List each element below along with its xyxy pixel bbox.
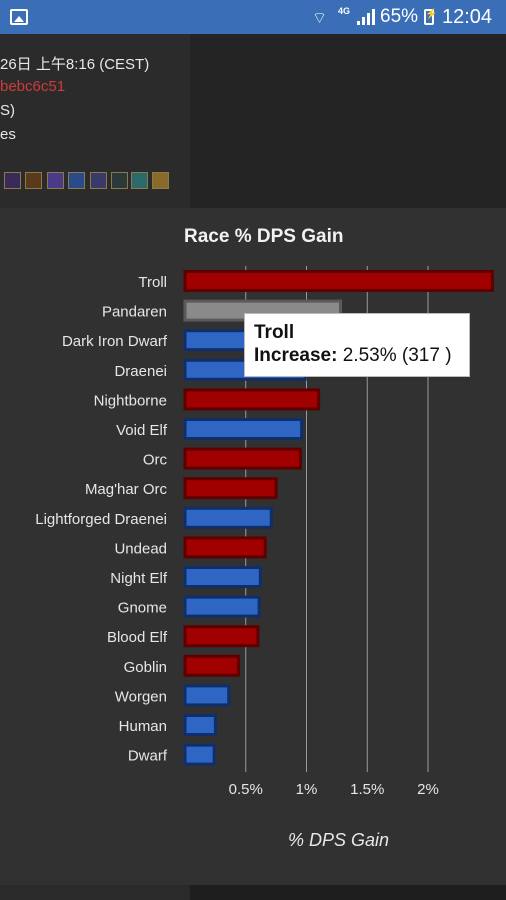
bar — [183, 270, 494, 292]
bar — [183, 447, 302, 470]
status-bar: ⌔ 4G 65% 12:04 — [0, 0, 506, 34]
category-label: Night Elf — [110, 570, 168, 587]
bar — [183, 625, 260, 648]
empty-panel — [190, 34, 506, 208]
category-label: Undead — [114, 540, 167, 557]
category-label: Troll — [138, 274, 167, 291]
category-label: Orc — [143, 452, 168, 469]
talent-icon[interactable] — [4, 172, 21, 189]
talent-icon[interactable] — [131, 172, 148, 189]
tooltip: Troll Increase: 2.53% (317 ) — [244, 313, 470, 377]
bottom-strip-dark — [190, 885, 506, 900]
chart-title: Race % DPS Gain — [184, 226, 344, 247]
category-label: Void Elf — [116, 422, 168, 439]
details-panel: 26日 上午8:16 (CEST) bebc6c51 S) es — [0, 34, 190, 208]
category-label: Pandaren — [102, 304, 167, 321]
bar — [183, 477, 278, 500]
bar — [183, 506, 273, 529]
talent-icon[interactable] — [111, 172, 128, 189]
hash-link[interactable]: bebc6c51 — [0, 78, 66, 95]
signal-icon — [357, 9, 375, 25]
tick-label: 0.5% — [229, 781, 263, 798]
tick-label: 1% — [296, 781, 318, 798]
bar — [183, 714, 217, 736]
talent-icon[interactable] — [47, 172, 64, 189]
category-label: Goblin — [124, 659, 167, 676]
category-label: Worgen — [115, 688, 167, 705]
talent-icon[interactable] — [90, 172, 107, 189]
timestamp: 26日 上午8:16 (CEST) — [0, 56, 150, 73]
talent-icon[interactable] — [152, 172, 169, 189]
bar — [183, 536, 267, 559]
bar — [183, 388, 321, 411]
tick-label: 2% — [417, 781, 439, 798]
tooltip-value: 2.53% (317 ) — [342, 345, 452, 366]
category-label: Lightforged Draenei — [35, 511, 167, 528]
category-label: Dark Iron Dwarf — [62, 333, 168, 350]
category-label: Human — [119, 718, 167, 735]
tick-label: 1.5% — [350, 781, 384, 798]
talent-icon[interactable] — [68, 172, 85, 189]
x-axis-title: % DPS Gain — [288, 830, 390, 850]
clock: 12:04 — [442, 6, 493, 28]
bar — [183, 418, 304, 440]
details-line: es — [0, 126, 16, 143]
category-label: Nightborne — [94, 392, 167, 409]
wifi-icon: ⌔ — [312, 10, 328, 27]
talent-icon[interactable] — [25, 172, 42, 189]
bar — [183, 654, 240, 677]
gallery-icon — [10, 9, 28, 25]
category-label: Draenei — [114, 363, 167, 380]
bar — [183, 566, 262, 588]
bar — [183, 684, 231, 707]
category-label: Blood Elf — [107, 629, 168, 646]
tooltip-label: Increase: — [254, 345, 338, 366]
details-line: S) — [0, 102, 15, 119]
bar — [183, 595, 261, 618]
category-label: Mag'har Orc — [85, 481, 168, 498]
tooltip-title: Troll — [254, 322, 295, 343]
network-type: 4G — [338, 6, 351, 16]
battery-percent: 65% — [380, 6, 419, 27]
battery-icon — [424, 9, 437, 25]
category-label: Dwarf — [128, 748, 168, 765]
category-label: Gnome — [118, 600, 167, 617]
bar — [183, 743, 216, 766]
